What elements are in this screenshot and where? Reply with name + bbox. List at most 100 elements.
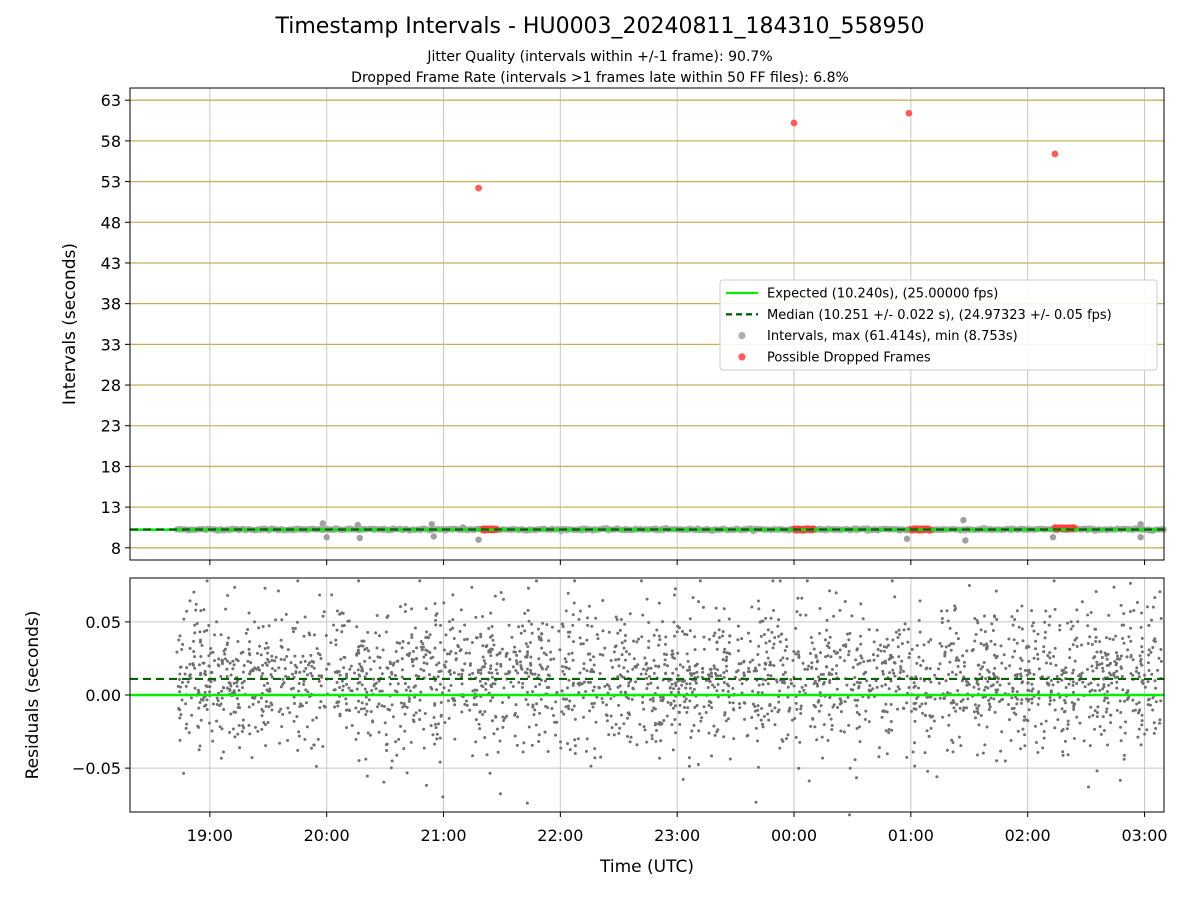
- residual-point: [913, 719, 917, 723]
- residual-point: [1098, 688, 1102, 692]
- residual-point: [755, 739, 759, 743]
- residual-point: [435, 732, 439, 736]
- residual-point: [1072, 668, 1076, 672]
- residual-point: [215, 696, 219, 700]
- residual-point: [496, 750, 500, 754]
- residual-point: [881, 669, 885, 673]
- residual-point: [480, 684, 484, 688]
- residual-point: [1037, 690, 1041, 694]
- residual-point: [799, 704, 803, 708]
- residual-point: [979, 713, 983, 717]
- residual-point: [676, 679, 680, 683]
- residual-point: [527, 725, 531, 729]
- interval-outlier-point: [960, 516, 967, 524]
- residual-point: [203, 672, 207, 676]
- residual-point: [342, 655, 346, 659]
- residual-point: [844, 644, 848, 648]
- residual-point: [673, 587, 677, 591]
- residual-point: [1112, 672, 1116, 676]
- residual-point: [941, 715, 945, 719]
- residual-point: [279, 685, 283, 689]
- residual-point: [722, 650, 726, 654]
- residual-point: [231, 727, 235, 731]
- residual-point: [279, 707, 283, 711]
- residual-point: [360, 639, 364, 643]
- residual-point: [618, 628, 622, 632]
- residual-point: [1056, 718, 1060, 722]
- residual-point: [393, 674, 397, 678]
- residual-point: [1023, 668, 1027, 672]
- residual-point: [1019, 701, 1023, 705]
- residual-point: [803, 667, 807, 671]
- residual-point: [663, 658, 667, 662]
- residual-point: [418, 718, 422, 722]
- residual-point: [900, 659, 904, 663]
- residual-point: [1069, 620, 1073, 624]
- residual-point: [1030, 609, 1034, 613]
- residual-point: [495, 662, 499, 666]
- residual-point: [303, 659, 307, 663]
- residual-point: [203, 669, 207, 673]
- residual-point: [1153, 679, 1157, 683]
- residual-point: [643, 656, 647, 660]
- residual-point: [536, 627, 540, 631]
- residual-point: [761, 725, 765, 729]
- residual-point: [225, 675, 229, 679]
- residual-point: [979, 667, 983, 671]
- residual-point: [1017, 625, 1021, 629]
- residual-point: [471, 754, 475, 758]
- residual-point: [395, 641, 399, 645]
- residual-point: [693, 664, 697, 668]
- residual-point: [956, 665, 960, 669]
- legend-label: Possible Dropped Frames: [767, 350, 931, 365]
- residual-point: [405, 705, 409, 709]
- residual-point: [875, 628, 879, 632]
- residual-point: [544, 667, 548, 671]
- residual-point: [284, 674, 288, 678]
- residual-point: [537, 733, 541, 737]
- residual-point: [1023, 715, 1027, 719]
- residual-point: [742, 701, 746, 705]
- residual-point: [238, 746, 242, 750]
- residual-point: [258, 644, 262, 648]
- residual-point: [444, 633, 448, 637]
- residual-point: [1085, 667, 1089, 671]
- residual-point: [1139, 662, 1143, 666]
- residual-point: [652, 658, 656, 662]
- residual-point: [1082, 739, 1086, 743]
- residual-point: [220, 727, 224, 731]
- residual-point: [319, 700, 323, 704]
- residual-point: [237, 702, 241, 706]
- residual-point: [751, 702, 755, 706]
- residual-point: [611, 665, 615, 669]
- residual-point: [667, 679, 671, 683]
- residual-point: [976, 621, 980, 625]
- residual-point: [507, 695, 511, 699]
- residual-point: [940, 644, 944, 648]
- residual-point: [618, 684, 622, 688]
- residual-point: [955, 656, 959, 660]
- residual-point: [281, 682, 285, 686]
- residual-point: [228, 689, 232, 693]
- residual-point: [422, 661, 426, 665]
- residual-point: [190, 713, 194, 717]
- residual-point: [1099, 650, 1103, 654]
- residual-point: [260, 714, 264, 718]
- residual-point: [1131, 698, 1135, 702]
- residual-point: [251, 702, 255, 706]
- residual-point: [993, 710, 997, 714]
- residual-point: [302, 669, 306, 673]
- residuals-series: [175, 579, 1163, 817]
- residual-point: [839, 710, 843, 714]
- residual-point: [180, 698, 184, 702]
- residual-point: [478, 727, 482, 731]
- residual-point: [992, 697, 996, 701]
- residual-point: [681, 777, 685, 781]
- residual-point: [1075, 682, 1079, 686]
- residual-point: [644, 672, 648, 676]
- residual-point: [1145, 605, 1149, 609]
- residual-point: [292, 695, 296, 699]
- residual-point: [997, 700, 1001, 704]
- residual-point: [561, 669, 565, 673]
- residual-point: [180, 680, 184, 684]
